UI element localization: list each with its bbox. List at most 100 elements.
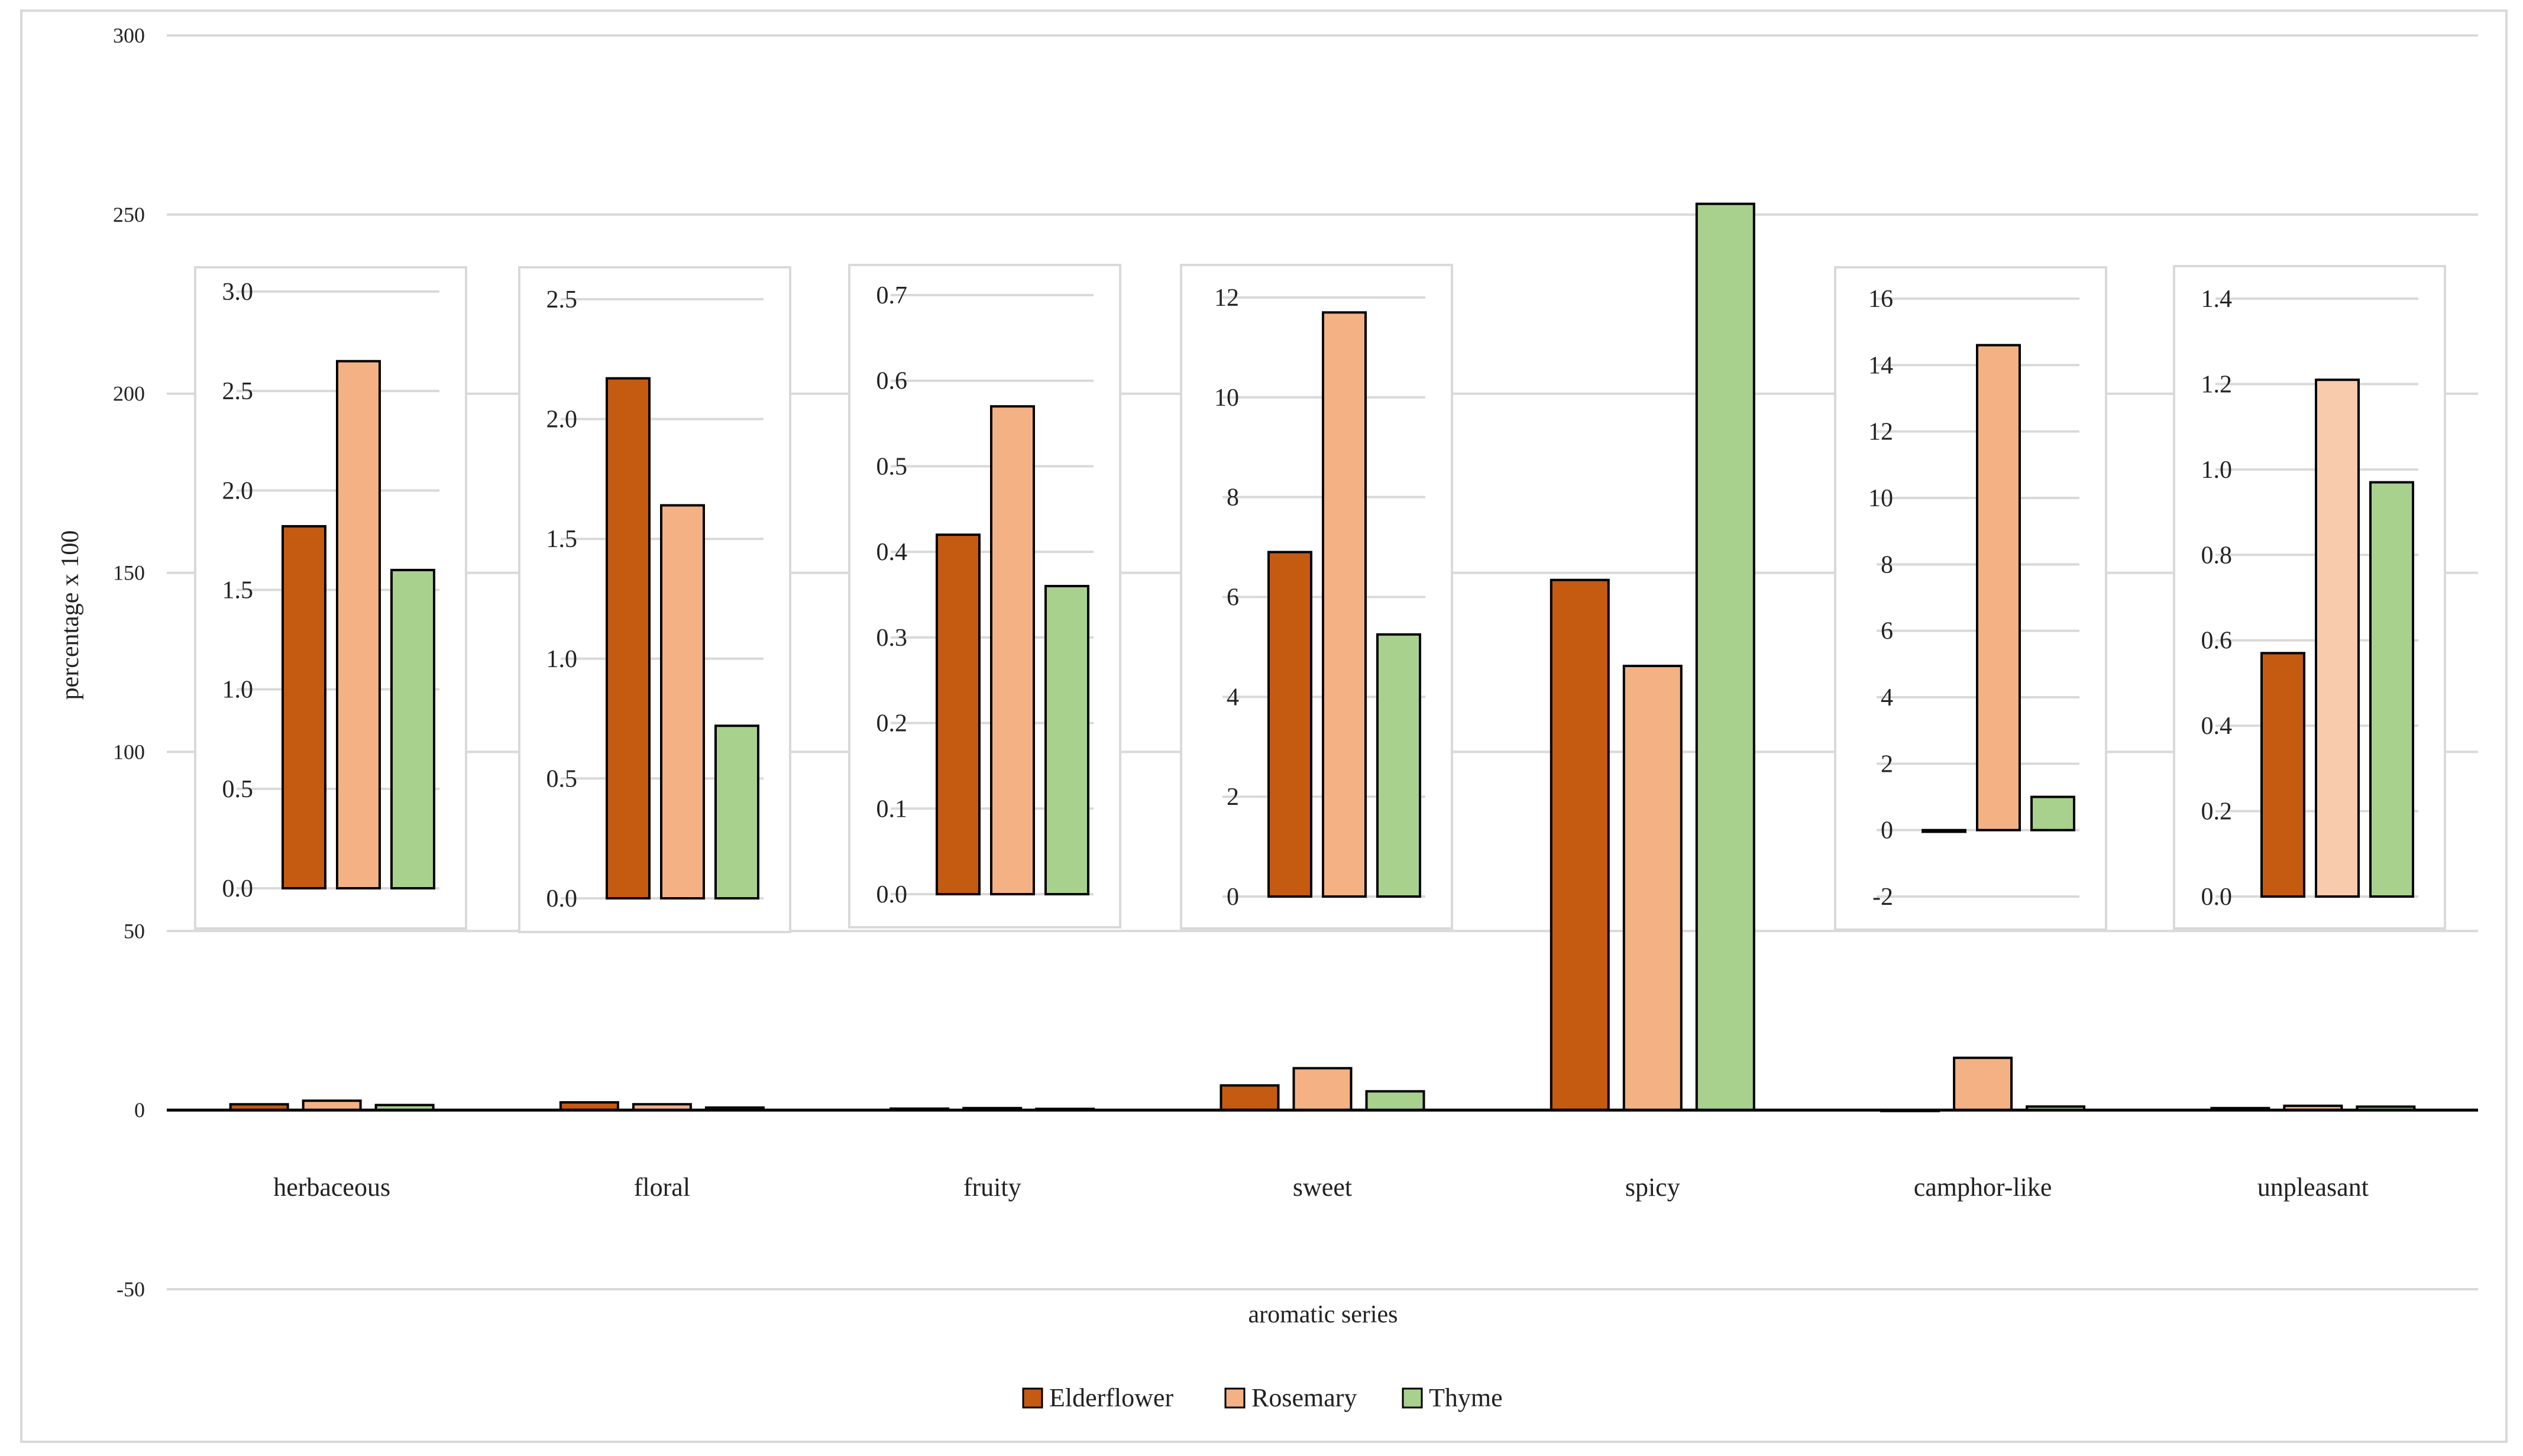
inset-tick-label: 0.2 — [876, 710, 908, 737]
inset-tick-label: 4 — [1881, 684, 1893, 711]
inset-tick-label: 0.0 — [222, 875, 254, 902]
inset-tick-label: 12 — [1868, 419, 1893, 446]
legend-label-rosemary: Rosemary — [1251, 1383, 1357, 1412]
inset-tick-label: 8 — [1227, 484, 1239, 512]
inset-tick-label: -2 — [1872, 884, 1893, 911]
inset-bar-elderflower-fruity — [936, 533, 981, 895]
inset-tick-label: 8 — [1881, 551, 1893, 578]
inset-tick-label: 0.5 — [222, 776, 254, 803]
bar-rosemary-spicy — [1622, 665, 1683, 1112]
y-axis-ticks: -50 0 50 100 150 200 250 300 — [113, 24, 145, 1301]
y-tick-label: 0 — [134, 1098, 145, 1122]
inset-bar-rosemary-unpleasant — [2315, 378, 2360, 898]
inset-bar-thyme-floral — [714, 724, 759, 900]
inset-bar-rosemary-fruity — [990, 405, 1035, 895]
inset-bar-rosemary-floral — [660, 504, 705, 900]
inset-fruity: 0.0 0.1 0.2 0.3 0.4 0.5 0.6 0.7 — [848, 264, 1121, 928]
inset-tick-label: 1.2 — [2201, 371, 2233, 398]
x-axis-category-labels: herbaceous floral fruity sweet spicy camphor-… — [273, 1173, 2369, 1202]
inset-tick-label: 1.4 — [2201, 286, 2233, 313]
inset-tick-label: 0.4 — [2201, 713, 2233, 740]
inset-tick-label: 0.3 — [876, 625, 908, 652]
inset-tick-label: 10 — [1868, 485, 1893, 512]
inset-tick-label: 0.0 — [876, 881, 908, 908]
inset-tick-label: 0 — [1881, 817, 1893, 845]
y-tick-label: 150 — [113, 561, 145, 585]
x-tick-label: fruity — [963, 1173, 1021, 1202]
y-axis-label: percentage x 100 — [57, 530, 84, 700]
inset-tick-label: 4 — [1227, 684, 1239, 711]
inset-tick-label: 0.0 — [546, 885, 578, 913]
inset-tick-label: 2 — [1227, 784, 1239, 811]
inset-tick-label: 2.0 — [222, 477, 254, 504]
inset-tick-label: 0.0 — [2201, 884, 2233, 911]
inset-bar-rosemary-camphor-like — [1976, 344, 2021, 831]
inset-tick-label: 0.6 — [876, 368, 908, 395]
inset-unpleasant: 0.0 0.2 0.4 0.6 0.8 1.0 1.2 1.4 — [2173, 265, 2446, 930]
inset-tick-label: 0.7 — [876, 282, 908, 309]
legend-swatch-elderflower — [1022, 1387, 1043, 1409]
inset-bar-elderflower-camphor-like — [1922, 829, 1966, 833]
y-tick-label: 250 — [113, 203, 145, 227]
inset-bar-thyme-camphor-like — [2030, 795, 2075, 831]
x-axis-label: aromatic series — [1248, 1301, 1398, 1328]
inset-bar-elderflower-sweet — [1267, 551, 1312, 898]
y-tick-label: 300 — [113, 24, 145, 47]
inset-tick-label: 16 — [1868, 286, 1893, 313]
inset-camphor-like: -2 0 2 4 6 8 10 12 14 16 — [1834, 266, 2107, 931]
inset-floral: 0.0 0.5 1.0 1.5 2.0 2.5 — [518, 266, 791, 933]
legend-label-elderflower: Elderflower — [1049, 1383, 1173, 1412]
inset-tick-label: 10 — [1214, 384, 1239, 412]
inset-tick-label: 2.5 — [546, 286, 578, 313]
bar-elderflower-spicy — [1550, 578, 1610, 1112]
inset-tick-label: 12 — [1214, 284, 1239, 312]
inset-tick-label: 0.6 — [2201, 627, 2233, 655]
inset-tick-label: 2.5 — [222, 378, 254, 405]
inset-bar-rosemary-herbaceous — [336, 360, 381, 889]
x-tick-label: floral — [634, 1173, 690, 1202]
insets: 0.00.51.01.52.02.53.00.00.51.01.52.02.50… — [194, 264, 2446, 933]
inset-bar-elderflower-floral — [606, 377, 651, 900]
main-bars — [229, 202, 2416, 1112]
x-tick-label: spicy — [1625, 1173, 1680, 1202]
y-tick-label: 200 — [113, 382, 145, 406]
inset-bar-thyme-unpleasant — [2369, 481, 2414, 898]
bar-elderflower-sweet — [1220, 1084, 1280, 1112]
inset-tick-label: 14 — [1868, 352, 1893, 379]
inset-tick-label: 0.4 — [876, 539, 908, 566]
inset-tick-label: 0 — [1227, 884, 1239, 911]
inset-tick-label: 1.0 — [2201, 457, 2233, 484]
bar-rosemary-sweet — [1292, 1067, 1353, 1112]
inset-tick-label: 0.1 — [876, 795, 908, 823]
inset-bar-thyme-herbaceous — [390, 568, 435, 889]
inset-tick-label: 0.8 — [2201, 542, 2233, 569]
inset-bar-elderflower-unpleasant — [2260, 652, 2305, 898]
inset-tick-label: 0.5 — [876, 453, 908, 480]
inset-tick-label: 1.5 — [546, 526, 578, 553]
inset-tick-label: 1.5 — [222, 577, 254, 604]
bar-thyme-spicy — [1695, 202, 1755, 1112]
inset-herbaceous: 0.0 0.5 1.0 1.5 2.0 2.5 3.0 — [194, 266, 467, 930]
legend-swatch-thyme — [1402, 1387, 1423, 1409]
x-tick-label: camphor-like — [1914, 1173, 2052, 1202]
inset-sweet: 0 2 4 6 8 10 12 — [1180, 264, 1453, 930]
legend: Elderflower Rosemary Thyme — [1022, 1383, 1503, 1412]
y-tick-label: 100 — [113, 740, 145, 763]
inset-tick-label: 0.2 — [2201, 798, 2233, 826]
inset-tick-label: 6 — [1227, 584, 1239, 611]
inset-bar-thyme-fruity — [1044, 585, 1089, 895]
inset-bar-rosemary-sweet — [1322, 311, 1367, 898]
inset-tick-label: 3.0 — [222, 279, 254, 306]
bar-thyme-sweet — [1365, 1090, 1425, 1112]
x-tick-label: unpleasant — [2257, 1173, 2369, 1202]
legend-swatch-rosemary — [1224, 1387, 1246, 1409]
inset-bar-thyme-sweet — [1376, 633, 1421, 898]
inset-tick-label: 1.0 — [222, 677, 254, 704]
legend-label-thyme: Thyme — [1429, 1383, 1503, 1412]
x-tick-label: herbaceous — [273, 1173, 390, 1202]
x-tick-label: sweet — [1293, 1173, 1352, 1202]
inset-tick-label: 2.0 — [546, 406, 578, 433]
y-tick-label: 50 — [124, 919, 145, 943]
inset-tick-label: 2 — [1881, 750, 1893, 778]
